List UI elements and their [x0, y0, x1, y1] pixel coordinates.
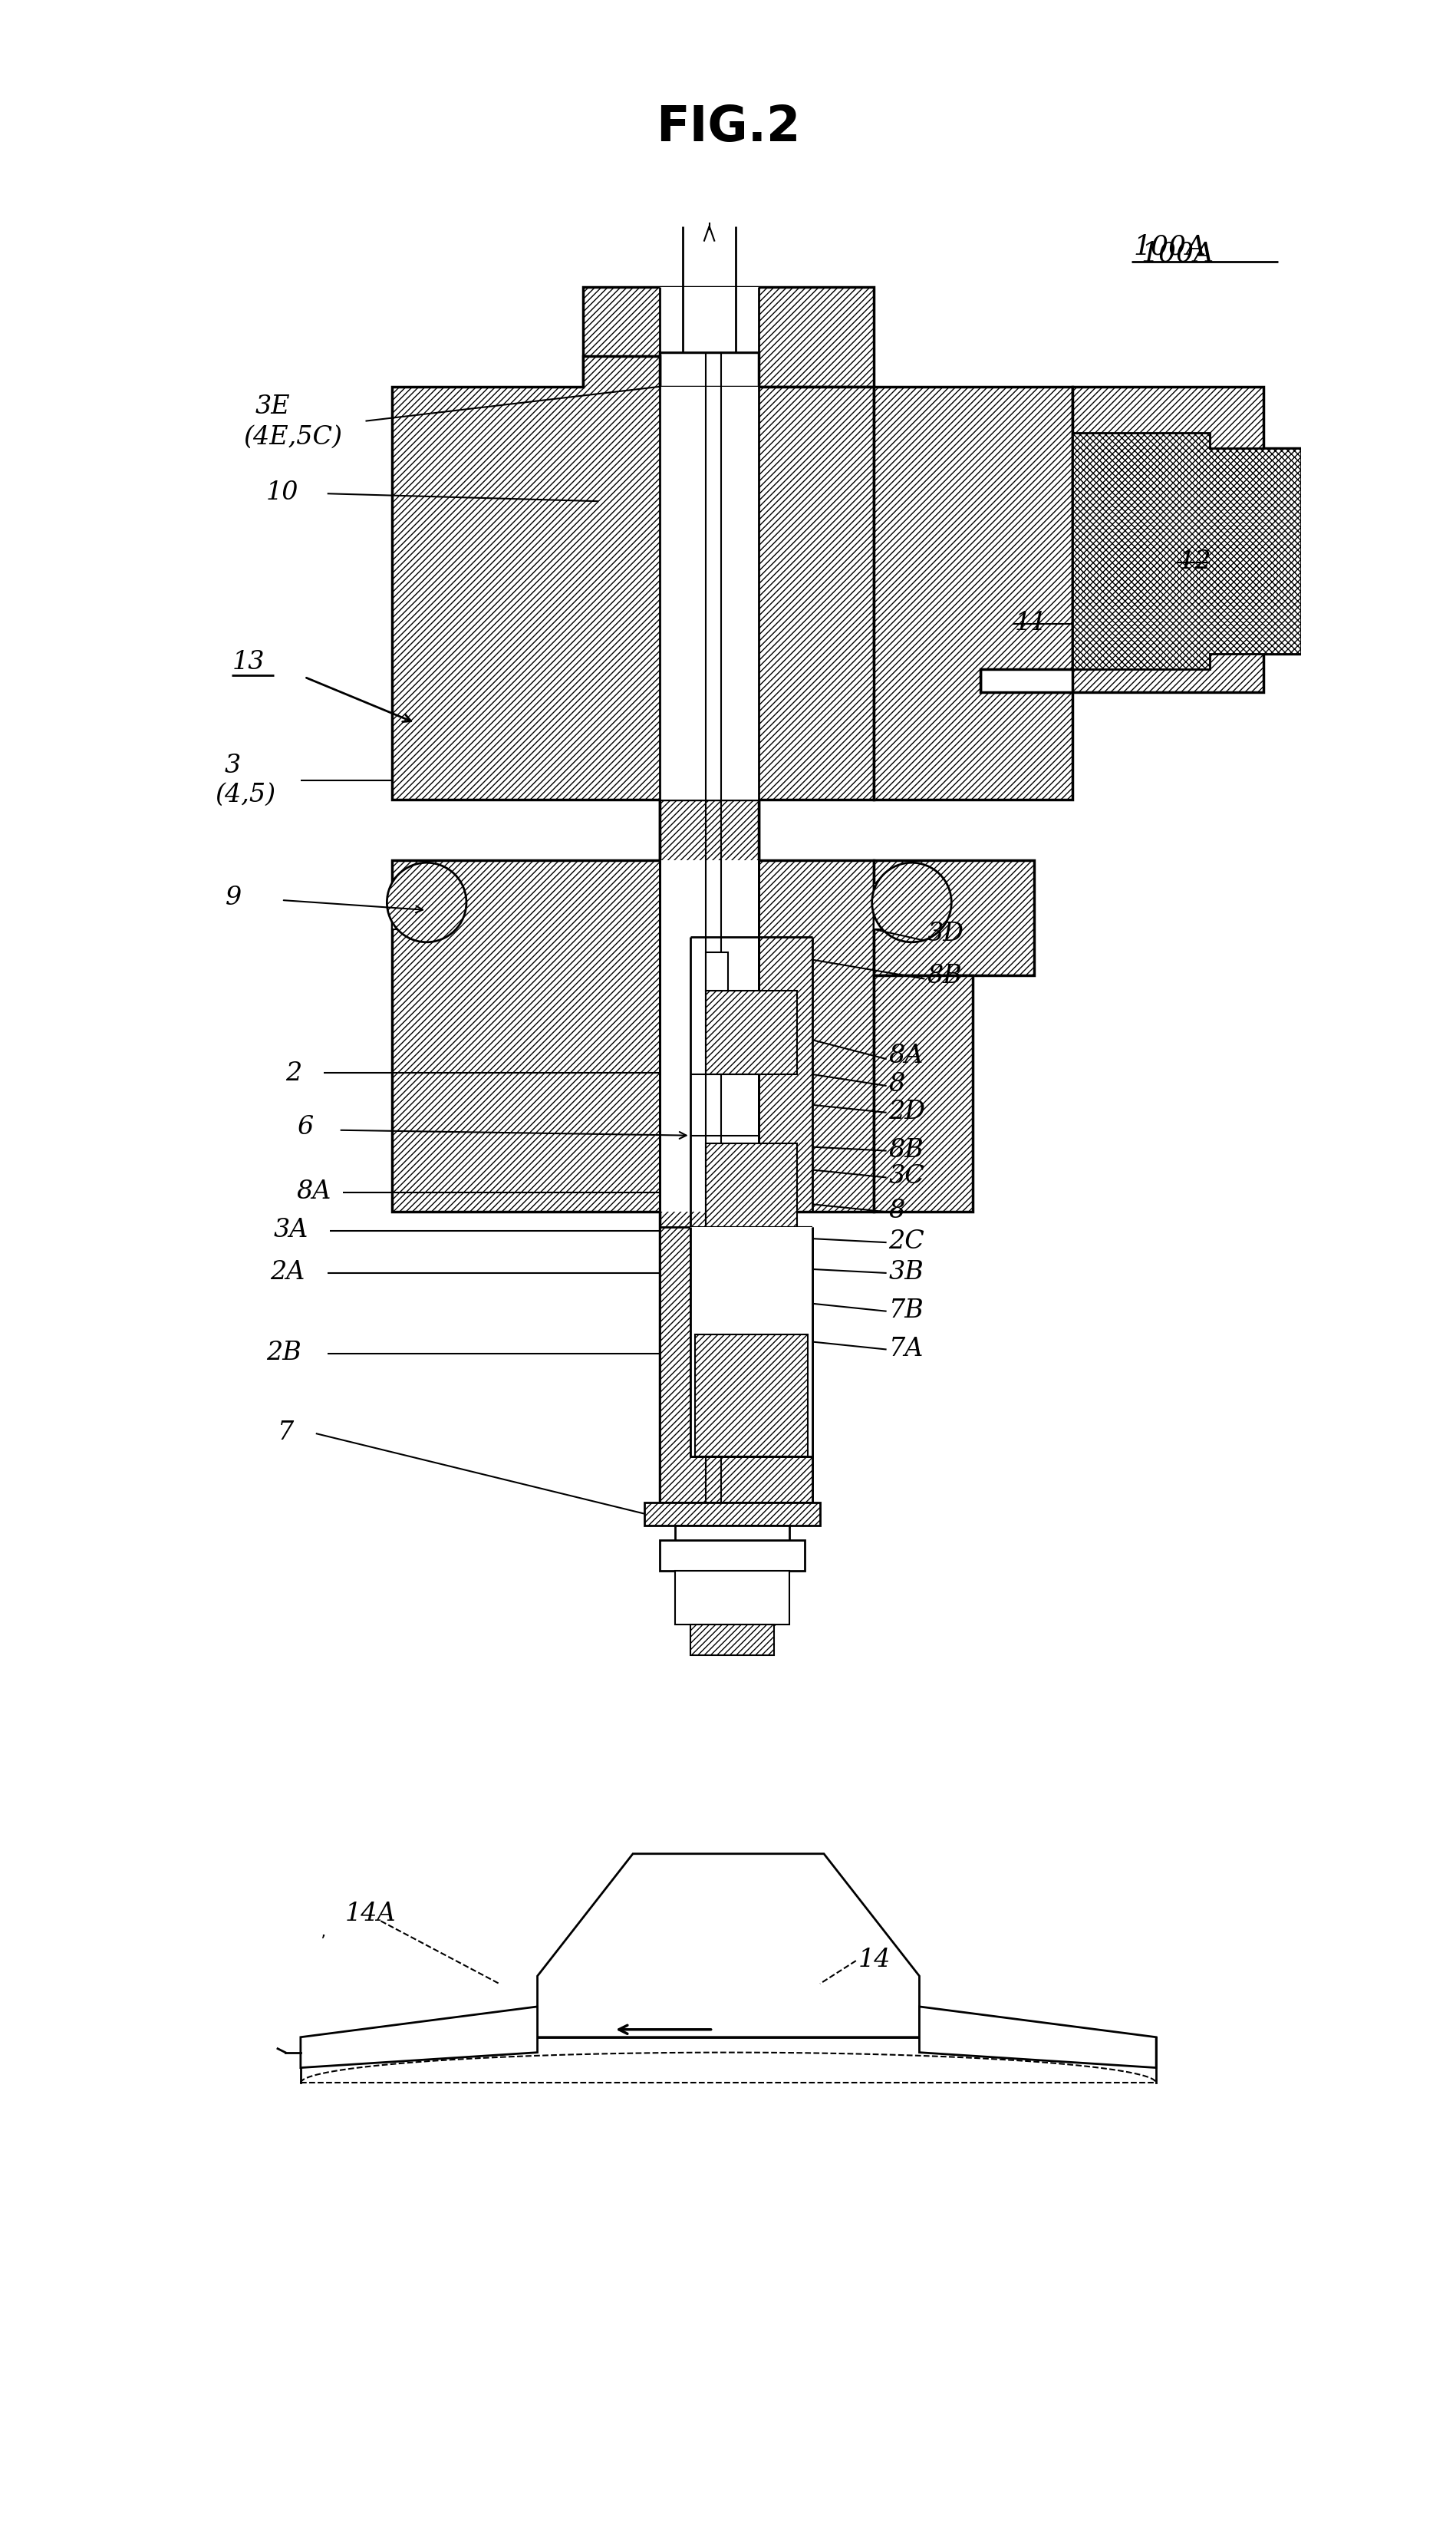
- Polygon shape: [874, 977, 973, 1212]
- Text: 3B: 3B: [888, 1260, 923, 1285]
- Polygon shape: [392, 357, 980, 860]
- Text: 7: 7: [278, 1419, 294, 1445]
- Bar: [705, 992, 796, 1075]
- Text: 3: 3: [224, 754, 240, 777]
- Text: 3C: 3C: [888, 1164, 925, 1189]
- Bar: [660, 860, 759, 1212]
- Polygon shape: [537, 1854, 919, 2037]
- Bar: [674, 1526, 789, 1564]
- Bar: [660, 288, 759, 352]
- Polygon shape: [1072, 387, 1340, 693]
- Text: (4,5): (4,5): [215, 782, 275, 807]
- Bar: [660, 1541, 804, 1571]
- Text: 2A: 2A: [269, 1260, 304, 1285]
- Text: 12: 12: [1178, 549, 1211, 574]
- Circle shape: [872, 863, 951, 944]
- Text: 3E: 3E: [255, 395, 290, 417]
- Text: 14: 14: [858, 1948, 891, 1971]
- Text: 7A: 7A: [888, 1336, 923, 1361]
- Text: ’: ’: [319, 1933, 325, 1951]
- Text: 8B: 8B: [926, 964, 961, 987]
- Text: 9: 9: [226, 885, 242, 911]
- Bar: [674, 1571, 789, 1624]
- Polygon shape: [874, 860, 1034, 977]
- Bar: [644, 1503, 820, 1526]
- Text: 100A: 100A: [1133, 233, 1206, 261]
- Text: 8A: 8A: [888, 1042, 923, 1068]
- Text: 7B: 7B: [888, 1298, 923, 1323]
- Text: 2: 2: [285, 1060, 301, 1085]
- Text: 8A: 8A: [297, 1179, 332, 1204]
- Bar: [690, 1227, 812, 1457]
- Text: 2C: 2C: [888, 1230, 925, 1252]
- Text: 6: 6: [297, 1113, 313, 1138]
- Text: 3A: 3A: [274, 1217, 309, 1242]
- Text: 8B: 8B: [888, 1138, 923, 1161]
- Bar: [705, 954, 728, 992]
- Bar: [705, 1144, 796, 1227]
- Bar: [690, 1564, 773, 1624]
- Text: 8: 8: [888, 1073, 904, 1095]
- Bar: [874, 883, 919, 929]
- Text: 100A: 100A: [1140, 240, 1213, 266]
- Circle shape: [387, 863, 466, 944]
- Text: 2D: 2D: [888, 1098, 925, 1123]
- Bar: [690, 1624, 773, 1655]
- Bar: [392, 883, 438, 929]
- Polygon shape: [582, 288, 874, 387]
- Polygon shape: [300, 2006, 537, 2067]
- Text: 2B: 2B: [266, 1341, 301, 1364]
- Polygon shape: [695, 1333, 808, 1457]
- Text: 13: 13: [232, 650, 265, 676]
- Polygon shape: [392, 799, 874, 1503]
- Text: (4E,5C): (4E,5C): [243, 425, 342, 450]
- Text: 3D: 3D: [926, 921, 964, 946]
- Text: 8: 8: [888, 1199, 904, 1222]
- Polygon shape: [1072, 433, 1300, 670]
- Bar: [660, 387, 759, 799]
- Bar: [632, 1854, 824, 1976]
- Text: 11: 11: [1015, 610, 1047, 635]
- Polygon shape: [874, 387, 1072, 799]
- Text: 14A: 14A: [345, 1900, 396, 1925]
- Text: 10: 10: [266, 481, 298, 506]
- Text: FIG.2: FIG.2: [655, 104, 801, 152]
- Polygon shape: [660, 1227, 812, 1503]
- Polygon shape: [919, 2006, 1156, 2067]
